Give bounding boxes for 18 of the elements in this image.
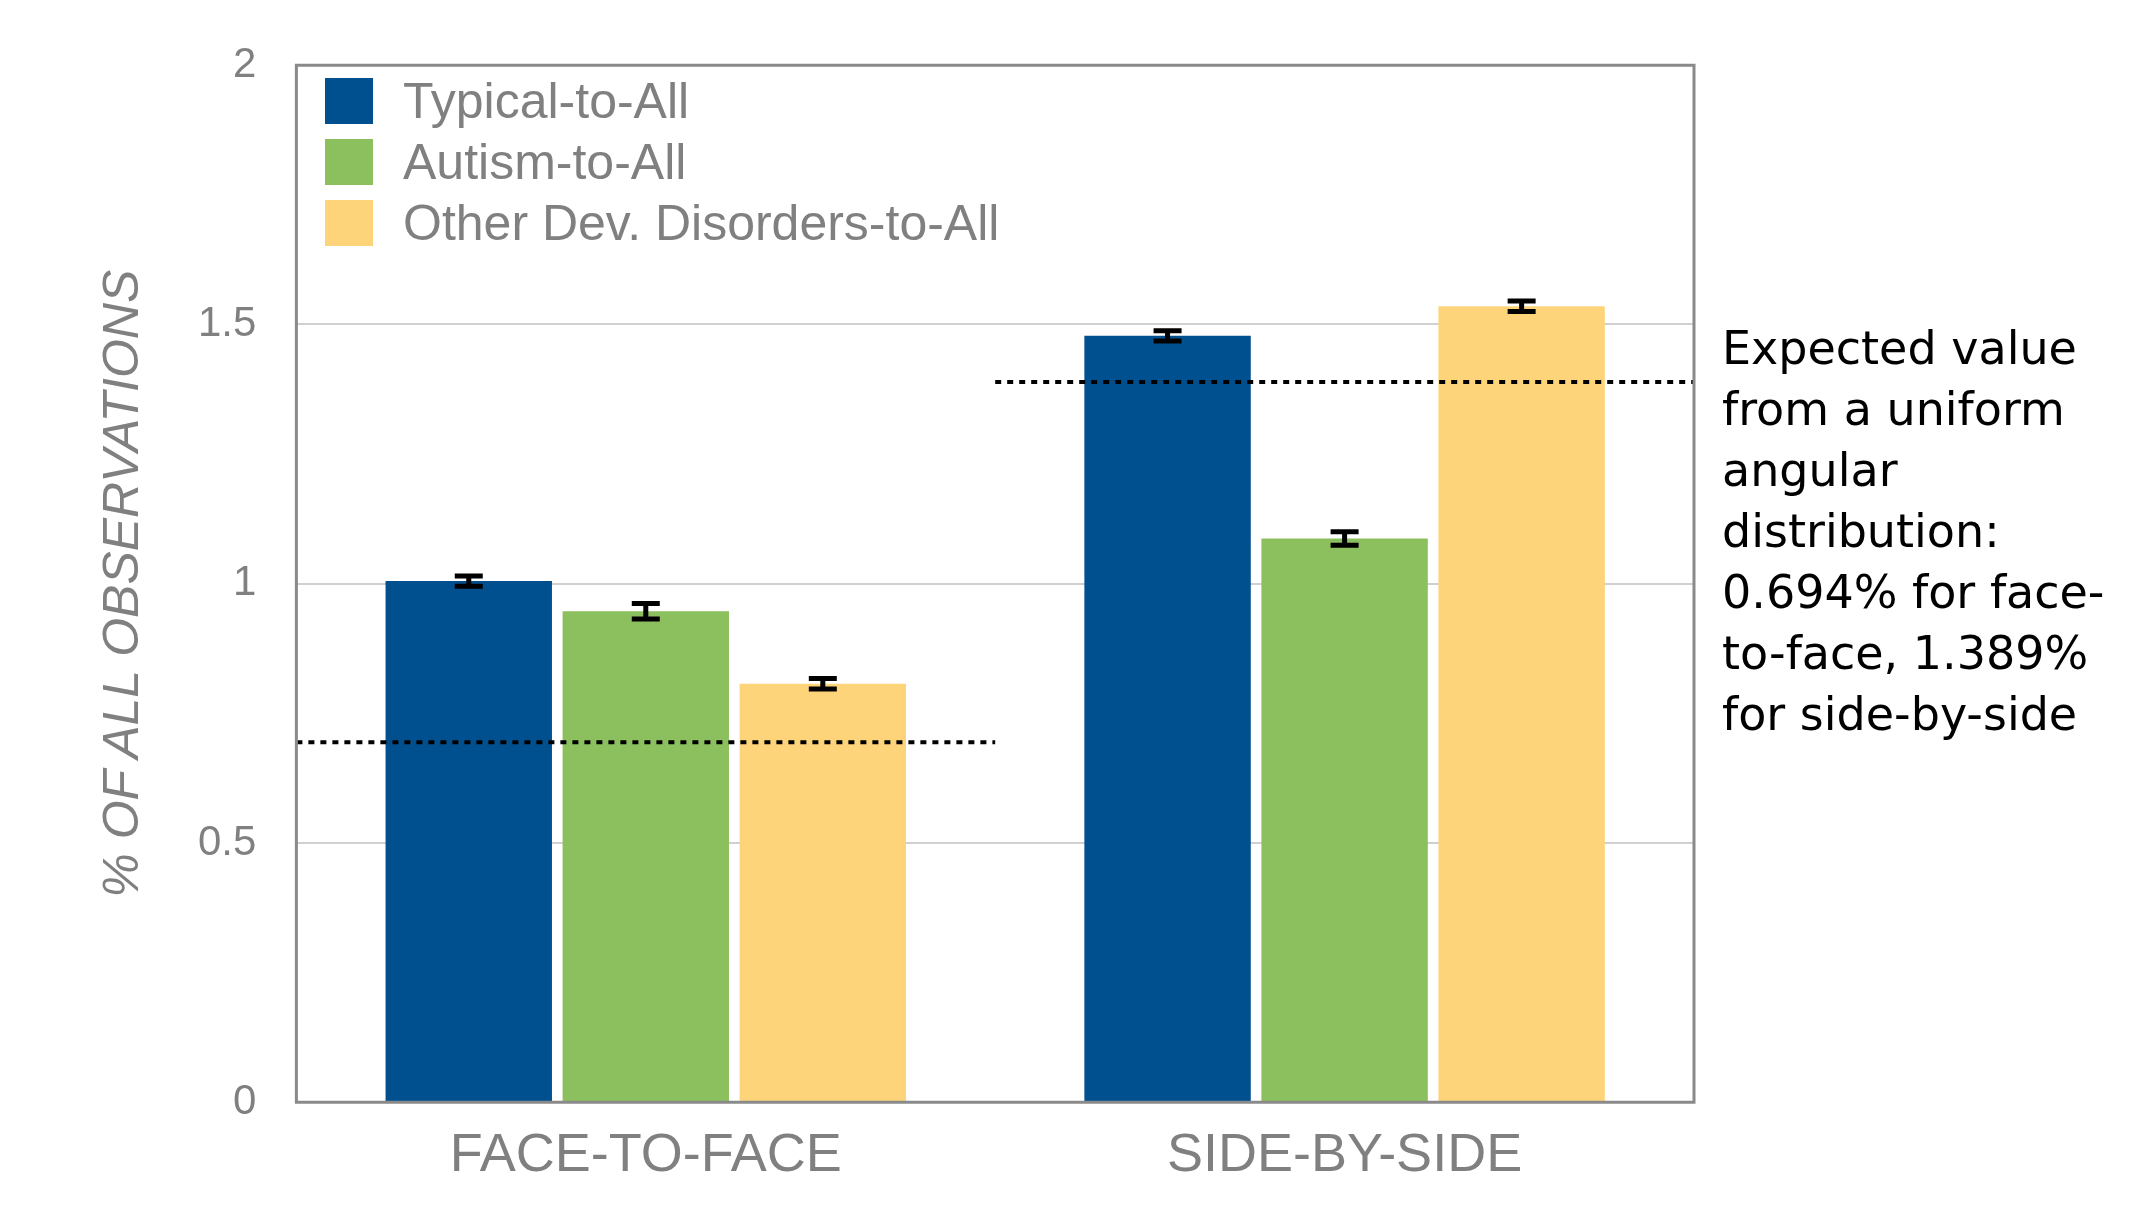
y-tick-label: 1	[233, 557, 257, 605]
bar	[562, 611, 729, 1102]
y-tick-label: 0.5	[198, 816, 257, 864]
x-tick-label: FACE-TO-FACE	[449, 1122, 842, 1183]
x-tick-label: SIDE-BY-SIDE	[1167, 1122, 1523, 1183]
bar	[739, 683, 907, 1102]
bar	[385, 581, 552, 1102]
bar	[1084, 335, 1251, 1102]
text: Expected value from a uniform angular distribution: 0.694% for face-to-face, 1.389% for side-by-side	[1722, 320, 2106, 743]
legend-label: Other Dev. Disorders-to-All	[403, 193, 1000, 252]
bar	[1261, 538, 1428, 1102]
y-tick-label: 0	[233, 1075, 257, 1123]
y-tick-label: 1.5	[198, 298, 257, 346]
y-axis-title: % OF ALL OBSERVATIONS	[92, 269, 149, 898]
bar	[1438, 306, 1605, 1102]
y-tick-label: 2	[233, 38, 257, 86]
legend-label: Autism-to-All	[403, 132, 687, 191]
legend-label: Typical-to-All	[403, 71, 690, 130]
